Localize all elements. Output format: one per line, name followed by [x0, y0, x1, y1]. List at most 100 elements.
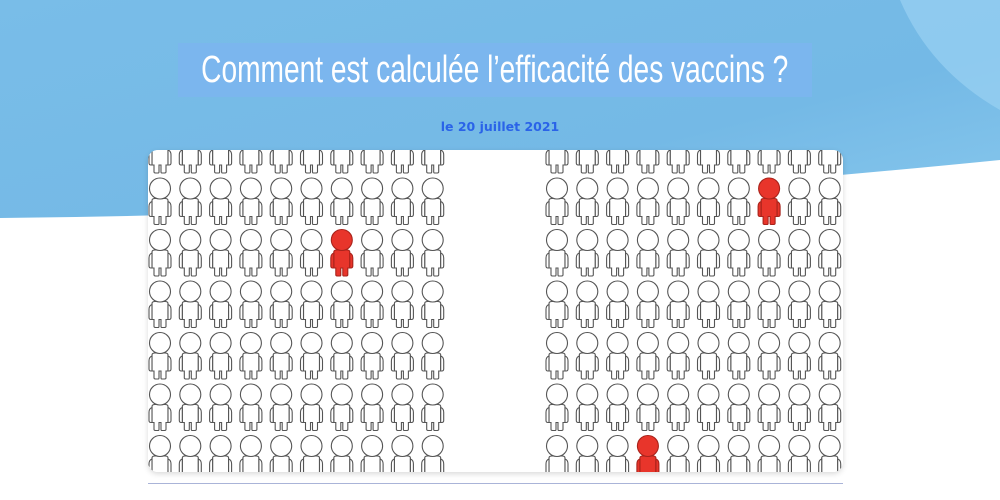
person-icon: [421, 331, 445, 380]
person-icon: [299, 383, 324, 432]
person-icon: [575, 150, 599, 174]
person-icon: [727, 150, 751, 174]
person-icon: [209, 383, 233, 432]
person-icon: [330, 177, 354, 226]
person-icon: [787, 434, 811, 472]
person-icon: [178, 228, 202, 277]
person-icon: [360, 434, 384, 472]
person-icon: [636, 331, 660, 380]
person-icon: [757, 331, 781, 380]
person-icon: [727, 331, 751, 380]
person-icon: [757, 383, 781, 432]
person-icon: [360, 228, 384, 277]
person-icon: [299, 150, 324, 174]
person-icon: [148, 383, 172, 432]
person-icon: [239, 150, 263, 174]
person-icon: [421, 383, 445, 432]
person-icon: [330, 331, 354, 380]
person-icon: [421, 434, 445, 472]
person-icon: [727, 383, 751, 432]
person-icon: [390, 177, 414, 226]
person-icon: [390, 150, 414, 174]
person-icon: [606, 331, 630, 380]
person-icon: [787, 228, 811, 277]
person-icon: [818, 150, 842, 174]
person-icon: [818, 434, 842, 472]
person-icon: [575, 228, 599, 277]
person-icon: [239, 434, 263, 472]
infected-person-icon: [636, 434, 660, 472]
publish-date: le 20 juillet 2021: [440, 119, 560, 134]
person-icon: [696, 150, 721, 174]
person-icon: [545, 331, 569, 380]
person-icon: [636, 383, 660, 432]
person-icon: [269, 150, 293, 174]
person-icon: [239, 280, 263, 329]
person-icon: [727, 280, 751, 329]
page-title: Comment est calculée l’efficacité des va…: [201, 48, 789, 91]
person-icon: [545, 150, 569, 174]
person-icon: [818, 177, 842, 226]
person-icon: [636, 280, 660, 329]
person-icon: [606, 177, 630, 226]
person-icon: [239, 228, 263, 277]
person-icon: [148, 150, 172, 174]
person-icon: [209, 331, 233, 380]
title-highlight: Comment est calculée l’efficacité des va…: [178, 43, 812, 97]
person-icon: [696, 434, 721, 472]
person-icon: [178, 150, 202, 174]
person-icon: [299, 331, 324, 380]
person-icon: [666, 434, 690, 472]
person-icon: [239, 383, 263, 432]
person-icon: [330, 434, 354, 472]
person-icon: [390, 331, 414, 380]
person-icon: [606, 434, 630, 472]
person-icon: [390, 228, 414, 277]
person-icon: [360, 177, 384, 226]
person-icon: [269, 177, 293, 226]
person-icon: [666, 331, 690, 380]
person-icon: [727, 228, 751, 277]
person-icon: [390, 280, 414, 329]
person-icon: [360, 331, 384, 380]
person-icon: [696, 228, 721, 277]
divider-line: [148, 483, 843, 484]
person-icon: [330, 383, 354, 432]
person-icon: [696, 331, 721, 380]
person-icon: [209, 150, 233, 174]
person-icon: [545, 280, 569, 329]
person-icon: [545, 228, 569, 277]
person-icon: [239, 177, 263, 226]
person-icon: [209, 177, 233, 226]
person-icon: [390, 434, 414, 472]
person-icon: [666, 228, 690, 277]
person-icon: [178, 434, 202, 472]
infected-person-icon: [330, 228, 354, 277]
person-icon: [269, 228, 293, 277]
person-icon: [696, 280, 721, 329]
person-icon: [606, 280, 630, 329]
person-icon: [299, 228, 324, 277]
person-icon: [606, 150, 630, 174]
person-icon: [545, 383, 569, 432]
person-icon: [666, 383, 690, 432]
person-icon: [269, 434, 293, 472]
person-icon: [575, 331, 599, 380]
person-icon: [330, 280, 354, 329]
person-icon: [818, 228, 842, 277]
person-icon: [299, 177, 324, 226]
person-icon: [606, 383, 630, 432]
person-icon: [360, 150, 384, 174]
panel-left: [148, 150, 445, 472]
person-icon: [421, 177, 445, 226]
person-icon: [787, 150, 811, 174]
person-icon: [575, 280, 599, 329]
person-icon: [545, 177, 569, 226]
person-icon: [696, 177, 721, 226]
person-icon: [148, 177, 172, 226]
person-icon: [636, 150, 660, 174]
person-icon: [421, 150, 445, 174]
person-icon: [666, 177, 690, 226]
person-icon: [666, 280, 690, 329]
person-icon: [178, 280, 202, 329]
